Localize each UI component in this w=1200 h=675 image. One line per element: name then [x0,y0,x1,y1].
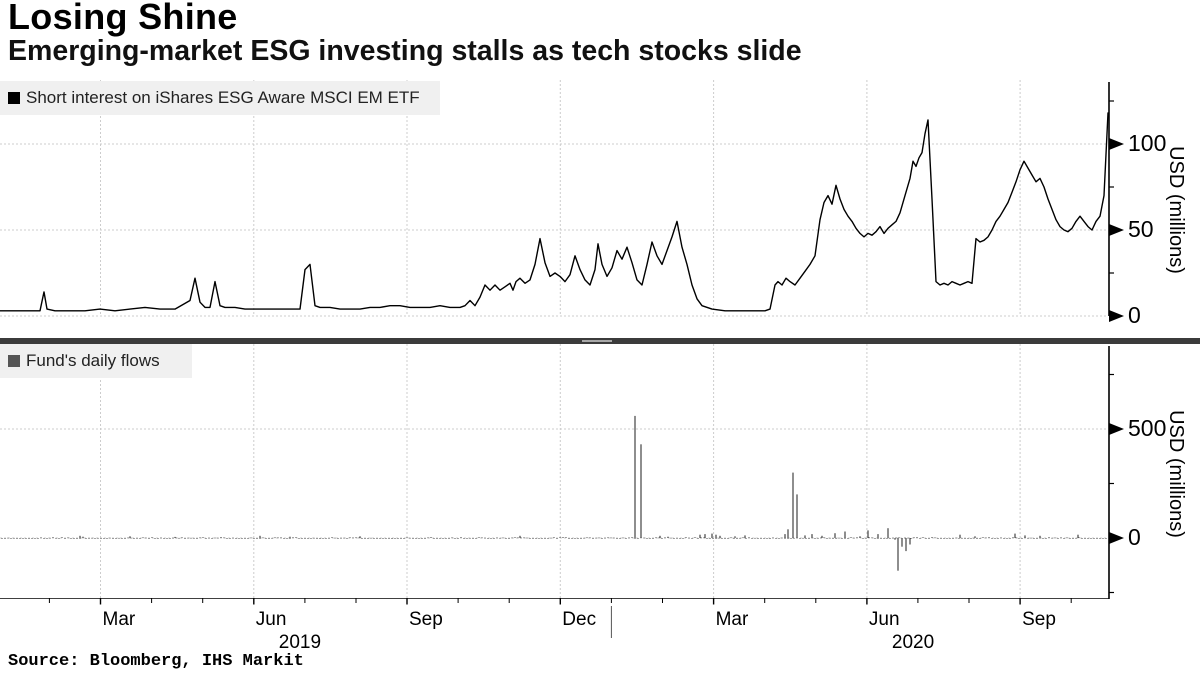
svg-text:Sep: Sep [1022,609,1056,630]
svg-text:100: 100 [1128,130,1166,156]
svg-text:Jun: Jun [869,609,900,630]
svg-text:2020: 2020 [892,632,934,653]
svg-text:2019: 2019 [279,632,321,653]
svg-text:0: 0 [1128,524,1141,550]
svg-text:50: 50 [1128,216,1154,242]
svg-text:Jun: Jun [256,609,287,630]
svg-text:Mar: Mar [103,609,136,630]
svg-text:Dec: Dec [562,609,596,630]
svg-text:500: 500 [1128,415,1166,441]
svg-text:Sep: Sep [409,609,443,630]
svg-text:0: 0 [1128,302,1141,328]
svg-text:Mar: Mar [716,609,749,630]
